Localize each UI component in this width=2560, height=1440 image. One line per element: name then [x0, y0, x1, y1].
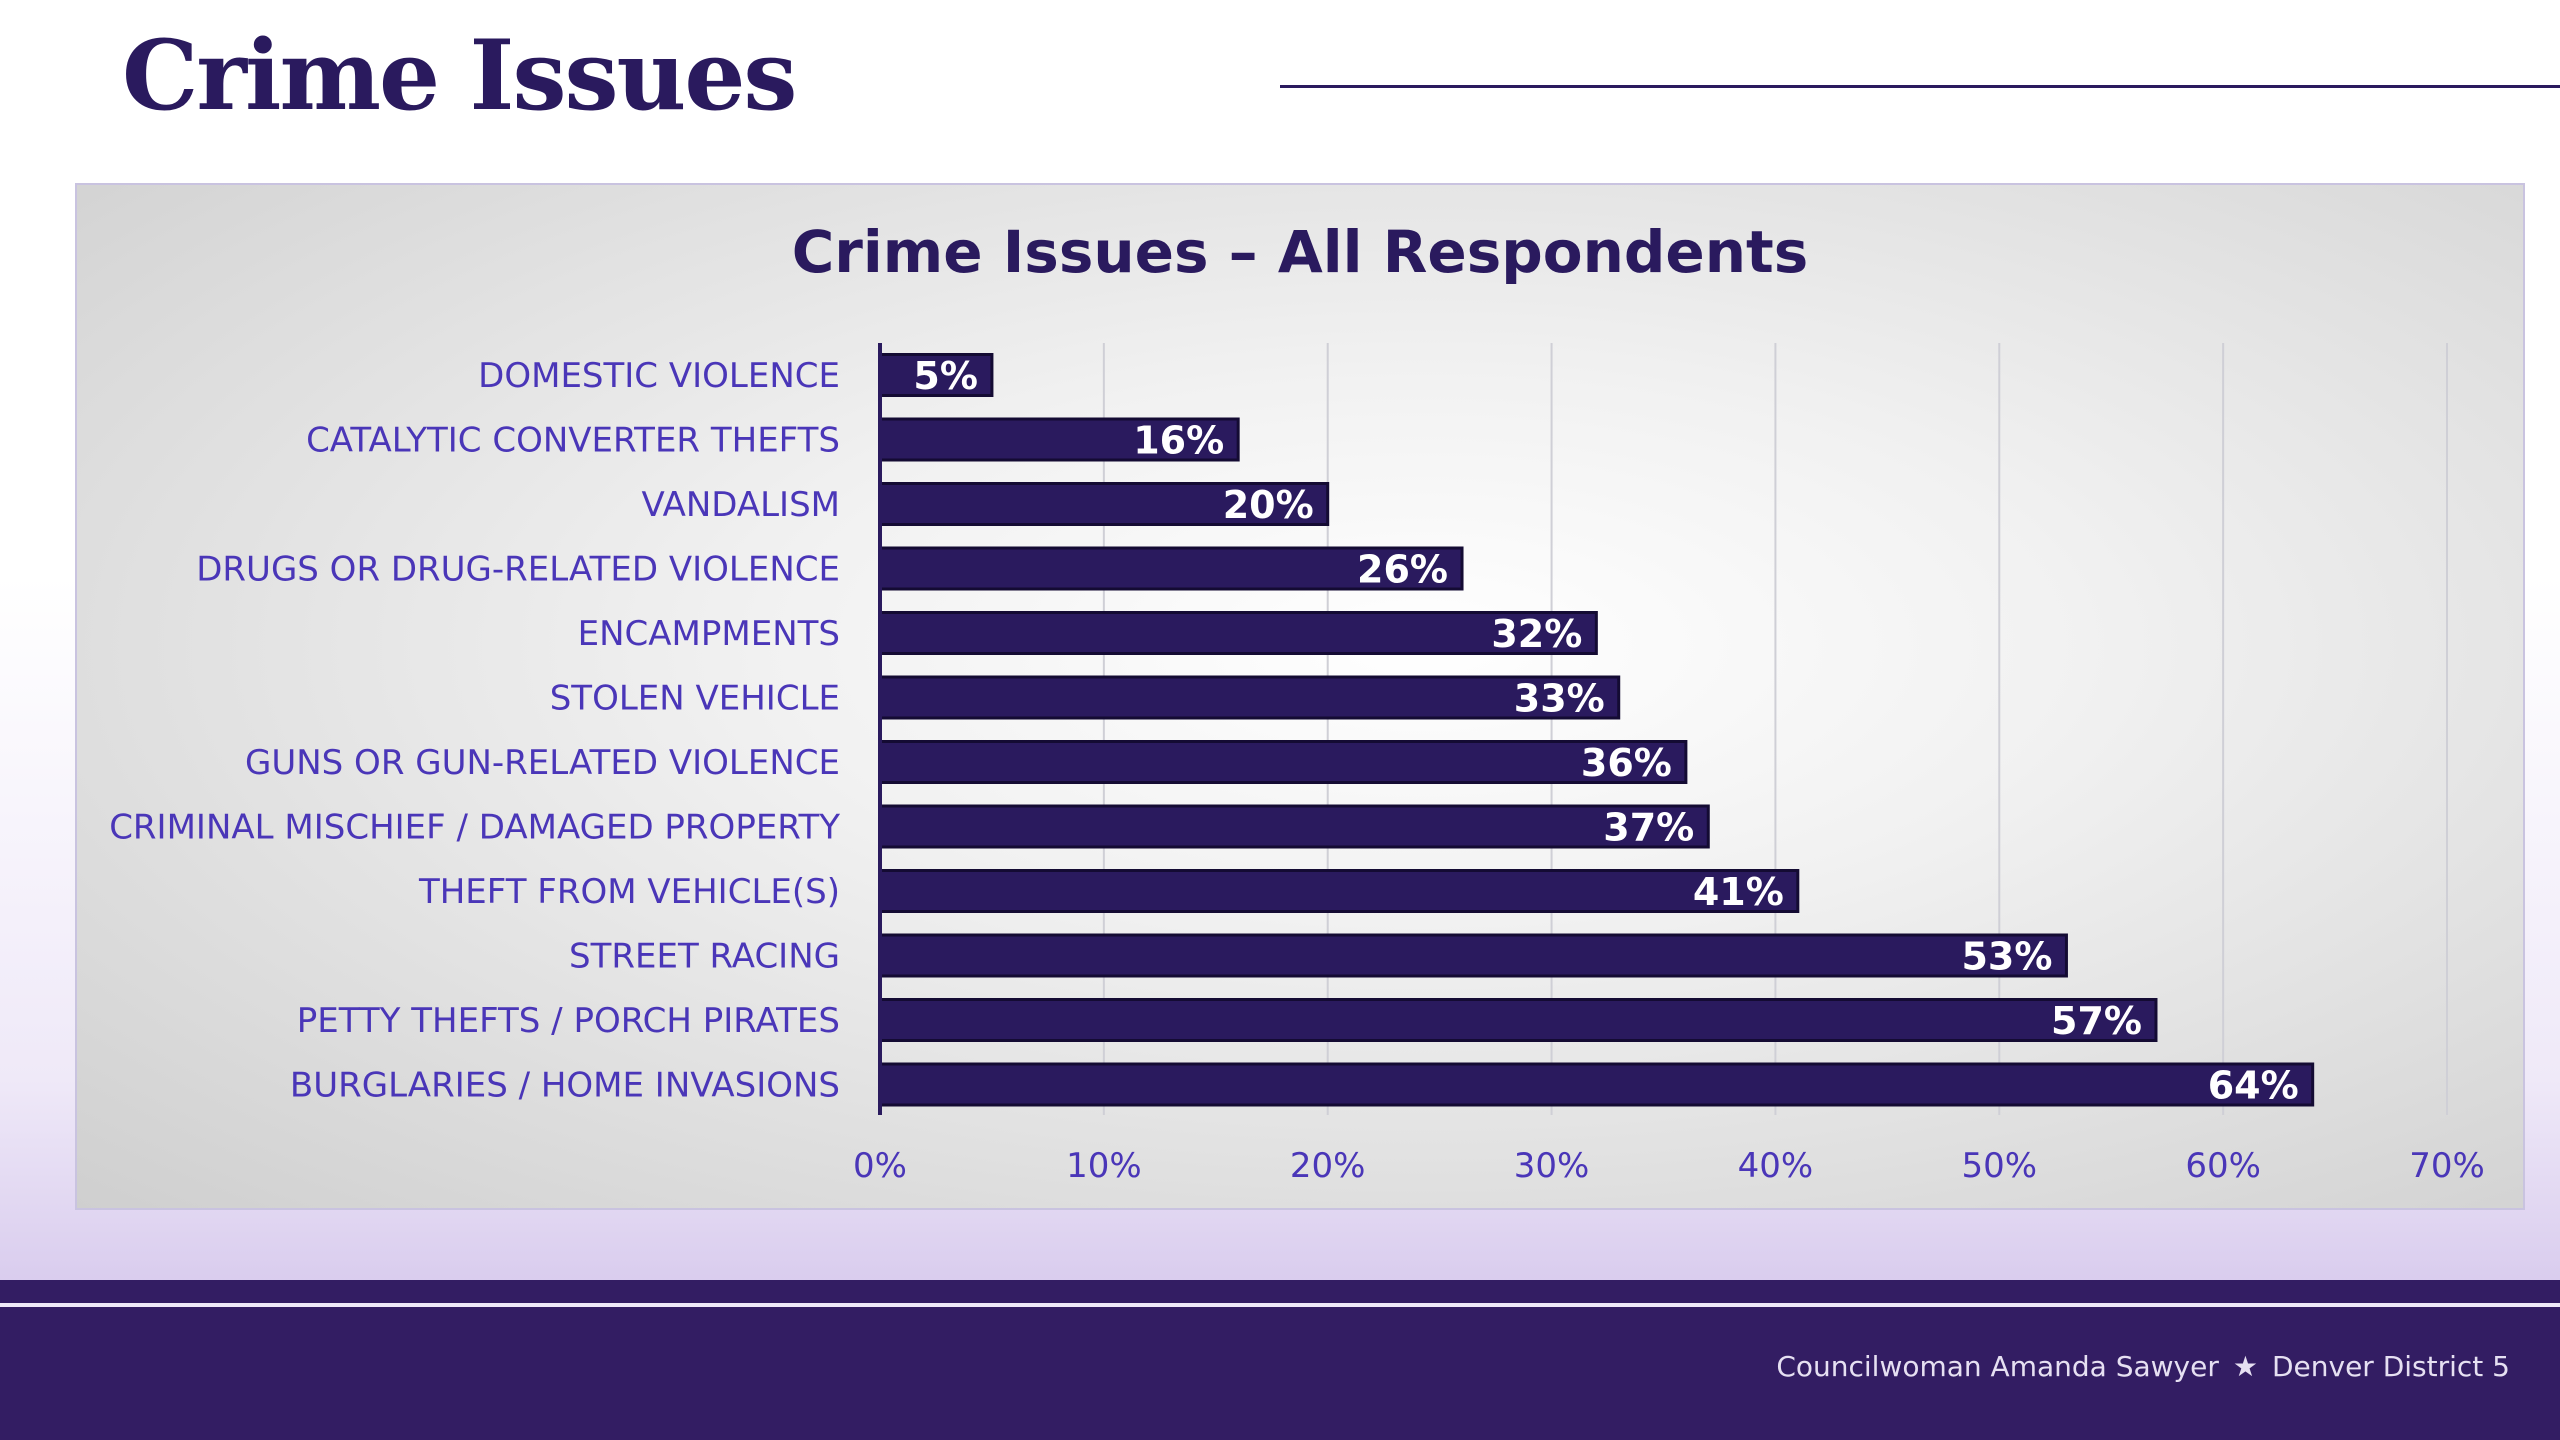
- data-label: 37%: [1603, 806, 1694, 850]
- footer-divider: [0, 1303, 2560, 1307]
- data-label: 64%: [2208, 1064, 2299, 1108]
- bar: [878, 740, 1688, 784]
- data-label: 36%: [1581, 741, 1672, 785]
- bar: [878, 998, 2158, 1042]
- category-label: CATALYTIC CONVERTER THEFTS: [306, 421, 840, 461]
- data-label: 41%: [1693, 870, 1784, 914]
- footer-name: Councilwoman Amanda Sawyer: [1776, 1350, 2219, 1383]
- bar: [878, 675, 1621, 720]
- data-label: 5%: [913, 354, 978, 398]
- category-label: THEFT FROM VEHICLE(S): [418, 872, 840, 912]
- category-label: CRIMINAL MISCHIEF / DAMAGED PROPERTY: [109, 808, 840, 848]
- bar: [878, 417, 1240, 462]
- category-label: BURGLARIES / HOME INVASIONS: [290, 1066, 840, 1106]
- data-label: 16%: [1133, 419, 1224, 463]
- title-rule: [1280, 85, 2560, 88]
- x-tick-label: 40%: [1738, 1146, 1814, 1186]
- x-tick-label: 10%: [1066, 1146, 1142, 1186]
- bar: [878, 869, 1800, 913]
- bar: [878, 804, 1710, 849]
- category-label: STOLEN VEHICLE: [550, 679, 840, 719]
- category-label: STREET RACING: [569, 937, 840, 977]
- bar-chart: Crime Issues – All Respondents 0% 10% 20% 30…: [109, 218, 2485, 1186]
- data-label: 26%: [1357, 548, 1448, 592]
- footer-district: Denver District 5: [2271, 1350, 2510, 1383]
- category-label: GUNS OR GUN-RELATED VIOLENCE: [245, 743, 840, 783]
- slide-title: Crime Issues: [122, 19, 797, 132]
- footer-credit: Councilwoman Amanda Sawyer ★ Denver Distri…: [1776, 1350, 2510, 1383]
- x-tick-label: 0%: [853, 1146, 907, 1186]
- star-icon: ★: [2232, 1350, 2258, 1383]
- data-label: 53%: [1961, 935, 2052, 979]
- chart-title: Crime Issues – All Respondents: [792, 218, 1809, 286]
- x-tick-label: 30%: [1514, 1146, 1590, 1186]
- x-tick-label: 20%: [1290, 1146, 1366, 1186]
- bar: [878, 933, 2068, 978]
- data-label: 57%: [2051, 999, 2142, 1043]
- data-label: 20%: [1223, 483, 1314, 527]
- category-label: ENCAMPMENTS: [578, 614, 840, 654]
- category-label: DOMESTIC VIOLENCE: [478, 356, 840, 396]
- category-label: PETTY THEFTS / PORCH PIRATES: [297, 1001, 840, 1041]
- data-label: 33%: [1514, 677, 1605, 721]
- category-label: VANDALISM: [641, 485, 840, 525]
- bar: [878, 611, 1598, 655]
- bar: [878, 1062, 2315, 1107]
- bar: [878, 482, 1330, 526]
- category-label: DRUGS OR DRUG-RELATED VIOLENCE: [196, 550, 840, 590]
- x-tick-label: 50%: [1961, 1146, 2037, 1186]
- data-label: 32%: [1491, 612, 1582, 656]
- chart-panel: Crime Issues – All Respondents 0% 10% 20% 30…: [75, 183, 2525, 1210]
- x-tick-label: 60%: [2185, 1146, 2261, 1186]
- x-tick-label: 70%: [2409, 1146, 2485, 1186]
